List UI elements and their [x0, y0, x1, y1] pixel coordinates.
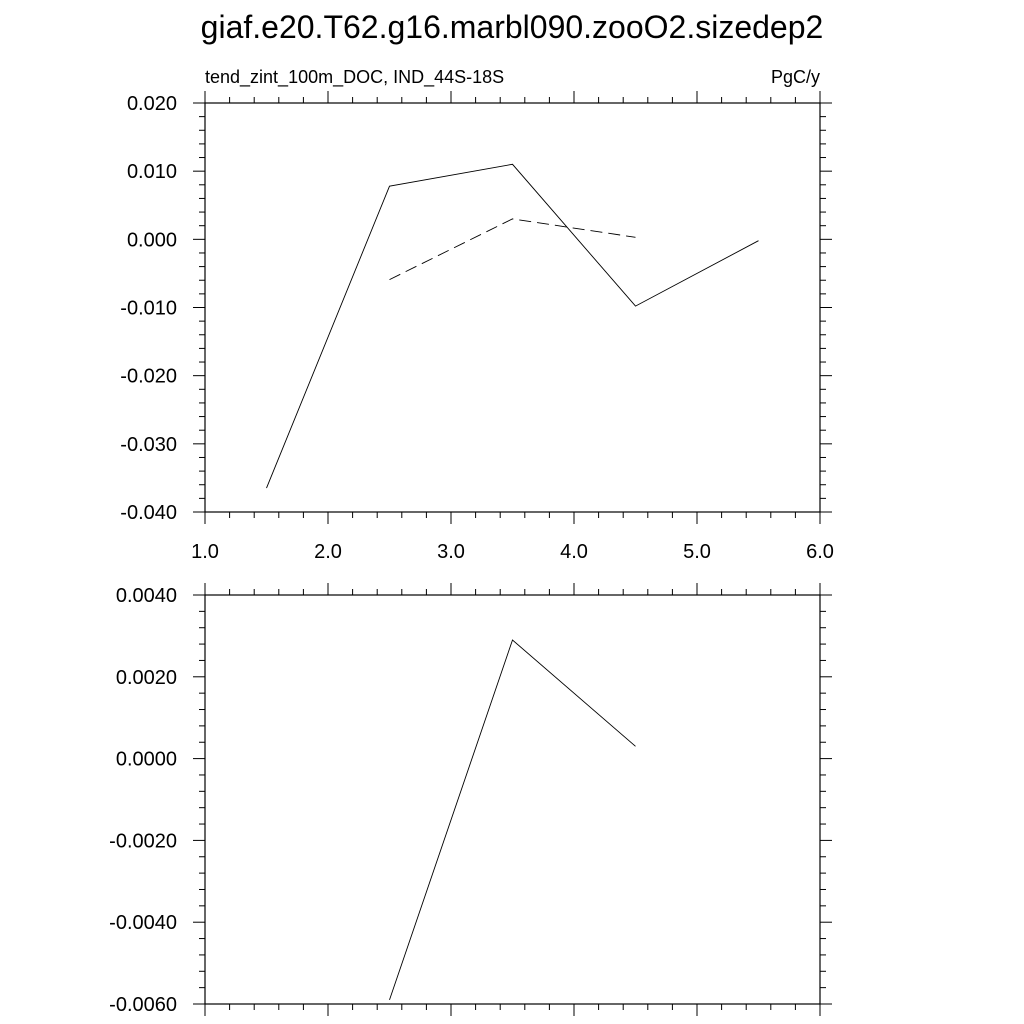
figure-title: giaf.e20.T62.g16.marbl090.zooO2.sizedep2	[201, 9, 824, 45]
y-tick-label: -0.040	[120, 502, 177, 524]
x-tick-label: 5.0	[683, 541, 711, 563]
y-tick-label: 0.0020	[116, 667, 177, 689]
bottom-panel: -0.0060 -0.0040 -0.0020 0.0000 0.0020 0.0040	[109, 583, 832, 1016]
y-tick-label: 0.0000	[116, 749, 177, 771]
y-tick-label: 0.0040	[116, 585, 177, 607]
y-tick-label: -0.020	[120, 366, 177, 388]
y-tick-label: -0.0060	[109, 994, 177, 1016]
top-panel: 1.0 2.0 3.0 4.0 5.0 6.0 -0.040 -0.030 -0.020 -0.0…	[120, 91, 834, 563]
y-tick-label: -0.030	[120, 434, 177, 456]
series-line-dashed	[389, 218, 636, 281]
series-line-solid	[266, 163, 759, 489]
y-tick-label: 0.000	[127, 229, 177, 251]
y-tick-label: -0.0020	[109, 830, 177, 852]
x-tick-label: 6.0	[806, 541, 834, 563]
x-tick-label: 3.0	[437, 541, 465, 563]
plot-frame	[204, 594, 821, 1005]
x-tick-label: 1.0	[191, 541, 219, 563]
x-tick-label: 2.0	[314, 541, 342, 563]
top-panel-subtitle-left: tend_zint_100m_DOC, IND_44S-18S	[205, 67, 504, 88]
x-tick-label: 4.0	[560, 541, 588, 563]
y-tick-label: -0.0040	[109, 912, 177, 934]
series-line-solid	[389, 639, 636, 1001]
y-tick-label: 0.020	[127, 93, 177, 115]
y-tick-label: 0.010	[127, 161, 177, 183]
y-tick-label: -0.010	[120, 298, 177, 320]
top-panel-subtitle-right: PgC/y	[771, 67, 820, 87]
